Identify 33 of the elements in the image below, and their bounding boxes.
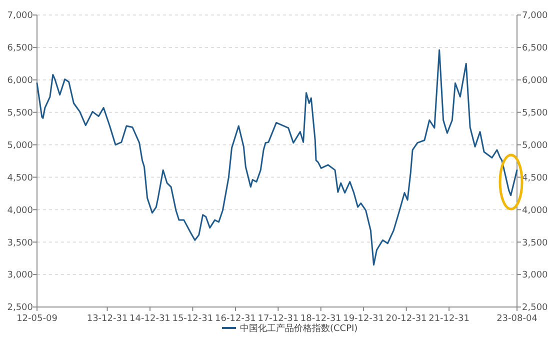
- y-tick-label: 6,000: [7, 76, 34, 86]
- y-tick-label: 2,500: [7, 303, 34, 314]
- x-tick-label: 20-12-31: [386, 314, 427, 324]
- x-tick-label: 13-12-31: [86, 314, 128, 324]
- y2-tick-label: 3,000: [522, 270, 548, 281]
- y-tick-label: 6,500: [7, 44, 34, 54]
- x-tick-label: 17-12-31: [258, 314, 299, 324]
- y2-tick-label: 6,000: [522, 76, 548, 86]
- x-tick-label: 23-08-04: [496, 314, 538, 324]
- x-tick-label: 18-12-31: [300, 314, 342, 324]
- x-tick-label: 21-12-31: [428, 314, 470, 324]
- y2-tick-label: 2,500: [522, 303, 548, 314]
- y2-tick-label: 6,500: [522, 44, 548, 54]
- y2-tick-label: 3,500: [522, 238, 548, 248]
- y2-tick-label: 4,000: [522, 206, 548, 216]
- legend-label: 中国化工产品价格指数(CCPI): [240, 323, 358, 334]
- y2-tick-label: 5,000: [522, 140, 548, 151]
- line-series: [36, 49, 518, 266]
- y-tick-label: 7,000: [7, 11, 34, 22]
- y-tick-label: 3,000: [7, 270, 34, 281]
- y-tick-label: 4,000: [7, 206, 34, 216]
- x-tick-label: 12-05-09: [16, 314, 58, 324]
- x-tick-label: 15-12-31: [172, 314, 214, 324]
- x-tick-label: 16-12-31: [215, 314, 256, 324]
- y-tick-label: 3,500: [7, 238, 34, 248]
- x-tick-label: 19-12-31: [343, 314, 384, 324]
- y-tick-label: 4,500: [7, 173, 34, 184]
- x-tick-label: 14-12-31: [130, 314, 170, 324]
- y2-tick-label: 5,500: [522, 108, 548, 118]
- y-tick-label: 5,000: [7, 140, 34, 151]
- y-tick-label: 5,500: [7, 108, 34, 118]
- y2-tick-label: 4,500: [522, 173, 548, 184]
- y2-tick-label: 7,000: [522, 11, 548, 22]
